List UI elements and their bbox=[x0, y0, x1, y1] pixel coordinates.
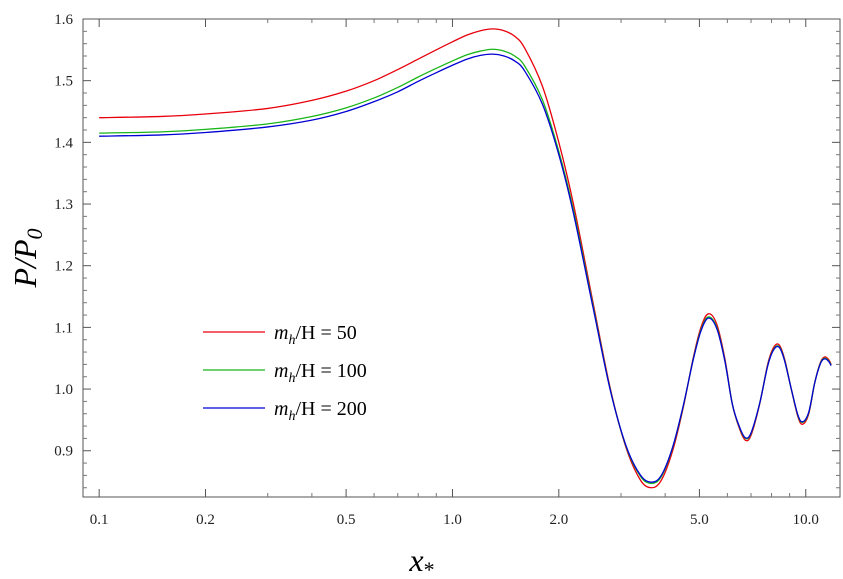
x-tick-label: 0.2 bbox=[196, 512, 215, 528]
series-layer bbox=[99, 28, 832, 489]
legend: mh/H = 50 mh/H = 100 mh/H = 200 bbox=[203, 322, 367, 424]
legend-label-3: mh/H = 200 bbox=[274, 398, 367, 424]
y-tick-label: 1.4 bbox=[54, 135, 73, 151]
x-tick-label: 0.5 bbox=[337, 512, 356, 528]
x-tick-label: 1.0 bbox=[443, 512, 462, 528]
legend-label-2: mh/H = 100 bbox=[274, 360, 367, 386]
x-tick-label: 0.1 bbox=[90, 512, 109, 528]
plot-frame bbox=[82, 18, 841, 498]
y-tick-label: 1.0 bbox=[54, 382, 73, 398]
x-axis-ticks: 0.1 0.2 0.5 1.0 2.0 5.0 10.0 bbox=[90, 19, 819, 528]
y-tick-label: 1.6 bbox=[54, 12, 73, 28]
x-tick-label: 10.0 bbox=[793, 512, 819, 528]
x-tick-label: 5.0 bbox=[690, 512, 709, 528]
y-tick-label: 1.5 bbox=[54, 74, 73, 90]
y-axis-label: P/P0 bbox=[7, 229, 47, 289]
y-tick-label: 0.9 bbox=[54, 444, 73, 460]
y-tick-label: 1.3 bbox=[54, 197, 73, 213]
series-line-1 bbox=[99, 28, 832, 489]
x-axis-label: x* bbox=[408, 542, 434, 579]
series-line-3 bbox=[99, 53, 832, 483]
y-axis-ticks: 0.9 1.0 1.1 1.2 1.3 1.4 1.5 1.6 bbox=[54, 12, 840, 489]
y-tick-label: 1.1 bbox=[54, 320, 73, 336]
x-tick-label: 2.0 bbox=[549, 512, 568, 528]
y-tick-label: 1.2 bbox=[54, 259, 73, 275]
legend-label-1: mh/H = 50 bbox=[274, 322, 357, 348]
